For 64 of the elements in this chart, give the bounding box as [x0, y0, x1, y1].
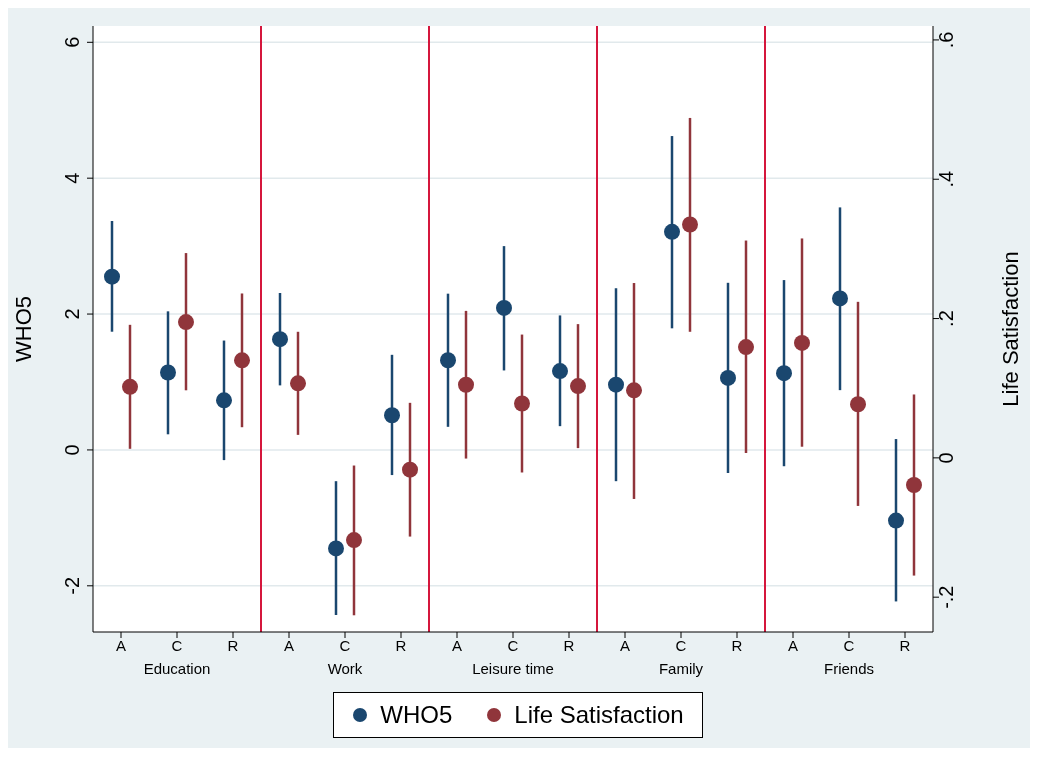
y-tick-label: -2 — [61, 576, 83, 595]
point — [272, 331, 288, 348]
point — [458, 376, 474, 393]
point — [402, 461, 418, 478]
point — [682, 216, 698, 233]
point — [552, 363, 568, 380]
point — [570, 378, 586, 395]
x-tick-label: R — [395, 636, 407, 654]
point — [104, 268, 120, 285]
x-tick-label: C — [339, 636, 351, 654]
y2-tick-label: .2 — [935, 310, 957, 327]
legend-label: WHO5 — [379, 701, 453, 729]
x-tick-label: C — [507, 636, 519, 654]
point — [160, 364, 176, 381]
y-tick-label: 2 — [61, 308, 83, 320]
y2-tick-label: .4 — [935, 170, 957, 188]
point — [626, 382, 642, 399]
point — [720, 369, 736, 386]
point — [178, 314, 194, 331]
y-tick-label: 6 — [61, 36, 83, 48]
point — [906, 477, 922, 494]
y-axis-title: WHO5 — [10, 296, 36, 362]
x-tick-label: R — [563, 636, 575, 654]
point — [794, 334, 810, 351]
x-tick-label: R — [731, 636, 743, 654]
y2-tick-label: .6 — [935, 31, 957, 49]
point — [384, 407, 400, 424]
x-tick-label: C — [171, 636, 183, 654]
point — [346, 532, 362, 549]
x-tick-label: R — [899, 636, 911, 654]
point — [440, 352, 456, 369]
x-tick-label: A — [451, 636, 463, 654]
point — [608, 376, 624, 393]
point — [290, 375, 306, 392]
point — [832, 290, 848, 307]
text: Leisure time — [471, 660, 555, 677]
x-tick-label: C — [843, 636, 855, 654]
point — [850, 396, 866, 413]
y2-axis-title: Life Satisfaction — [997, 251, 1023, 407]
point — [888, 512, 904, 529]
y-tick-label: 4 — [61, 172, 83, 184]
point — [234, 352, 250, 369]
point — [216, 392, 232, 409]
x-tick-label: A — [619, 636, 631, 654]
point — [776, 365, 792, 382]
point — [122, 378, 138, 395]
x-tick-label: A — [115, 636, 127, 654]
y2-tick-label: 0 — [935, 452, 957, 464]
point — [328, 540, 344, 557]
x-tick-label: A — [787, 636, 799, 654]
x-tick-label: A — [283, 636, 295, 654]
point — [738, 339, 754, 356]
x-tick-label: C — [675, 636, 687, 654]
point — [496, 299, 512, 316]
x-tick-label: R — [227, 636, 239, 654]
text: Education — [142, 660, 212, 677]
y-tick-label: 0 — [61, 444, 83, 456]
point — [514, 395, 530, 412]
point — [664, 223, 680, 240]
text: Friends — [823, 660, 875, 677]
text: Family — [657, 660, 705, 677]
legend-label: Life Satisfaction — [513, 701, 684, 729]
text: Work — [326, 660, 364, 677]
y2-tick-label: -.2 — [935, 585, 957, 609]
